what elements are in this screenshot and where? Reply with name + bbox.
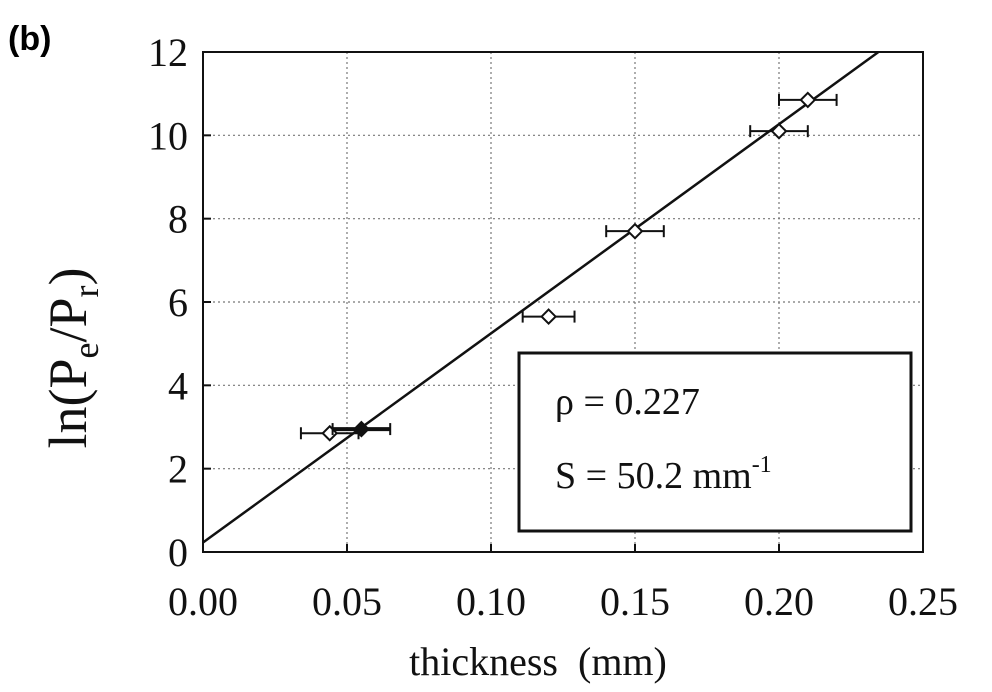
open-diamond-marker xyxy=(770,122,788,140)
y-tick-label: 6 xyxy=(168,280,188,325)
x-tick-label: 0.25 xyxy=(888,579,958,624)
data-point xyxy=(605,222,665,240)
x-axis-ticks: 0.00 0.05 0.10 0.15 0.20 0.25 xyxy=(168,544,958,624)
y-tick-label: 8 xyxy=(168,197,188,242)
y-tick-label: 2 xyxy=(168,447,188,492)
x-tick-label: 0.05 xyxy=(312,579,382,624)
x-tick-label: 0.20 xyxy=(744,579,814,624)
open-diamond-marker xyxy=(626,222,644,240)
panel-label: (b) xyxy=(8,20,51,58)
open-diamond-marker xyxy=(799,91,817,109)
y-label-mid: /P xyxy=(38,297,98,342)
annotation-box: ρ = 0.227 S = 50.2 mm-1 xyxy=(517,351,913,533)
x-axis-label: thickness (mm) xyxy=(409,639,667,684)
y-axis-ticks: 0 2 4 6 8 10 12 xyxy=(148,30,211,575)
open-diamond-marker xyxy=(540,308,558,325)
y-tick-label: 10 xyxy=(148,113,188,158)
fit-line xyxy=(202,50,880,544)
y-axis-label: ln(Pe/Pr) xyxy=(38,267,106,448)
x-tick-label: 0.15 xyxy=(600,579,670,624)
y-tick-label: 0 xyxy=(168,530,188,575)
annotation-slope-sup: -1 xyxy=(752,452,772,478)
data-points xyxy=(299,91,838,442)
data-point xyxy=(331,420,392,438)
y-label-sub1: e xyxy=(66,343,106,359)
data-point xyxy=(749,122,809,140)
y-label-suffix: ) xyxy=(38,267,98,285)
annotation-slope-main: S = 50.2 mm xyxy=(555,455,752,497)
data-point xyxy=(778,91,838,109)
y-label-prefix: ln(P xyxy=(38,358,98,448)
y-tick-label: 12 xyxy=(148,30,188,75)
y-tick-label: 4 xyxy=(168,363,188,408)
filled-diamond-marker xyxy=(352,420,370,438)
x-tick-label: 0.00 xyxy=(168,579,238,624)
x-tick-label: 0.10 xyxy=(456,579,526,624)
annotation-rho: ρ = 0.227 xyxy=(555,381,700,423)
fit-line-layer xyxy=(202,50,880,544)
y-label-sub2: r xyxy=(66,285,106,297)
data-point xyxy=(521,308,576,325)
annotation-slope: S = 50.2 mm-1 xyxy=(555,452,772,497)
annotation-frame xyxy=(517,351,913,533)
